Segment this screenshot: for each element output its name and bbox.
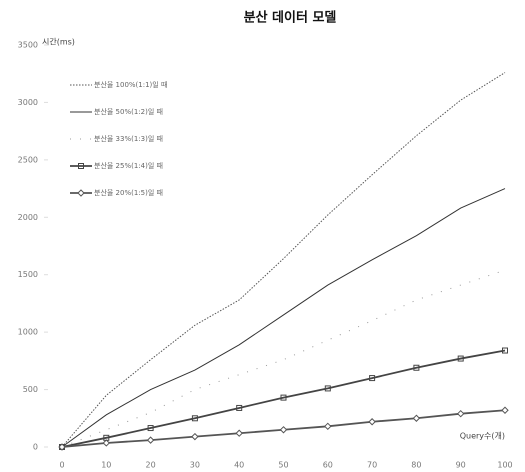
series-line xyxy=(61,269,506,448)
x-tick-label: 60 xyxy=(323,461,333,470)
x-tick-label: 50 xyxy=(278,461,288,470)
y-tick-label: 1500 xyxy=(18,270,38,279)
y-tick-label: 1000 xyxy=(18,328,38,337)
legend-label: 분산율 50%(1:2)일 때 xyxy=(94,107,163,116)
y-tick-label: 2500 xyxy=(18,155,38,164)
marker xyxy=(102,439,111,447)
marker xyxy=(324,385,331,392)
series-line xyxy=(61,72,506,448)
legend-label: 분산율 20%(1:5)일 때 xyxy=(94,188,163,197)
marker xyxy=(235,429,243,437)
legend-label: 분산율 25%(1:4)일 때 xyxy=(94,161,163,170)
x-tick-label: 10 xyxy=(101,461,111,470)
marker xyxy=(413,364,420,371)
marker xyxy=(368,418,376,426)
x-axis-label: Query수(개) xyxy=(460,431,505,441)
x-tick-label: 30 xyxy=(190,461,200,470)
legend-marker xyxy=(77,189,85,197)
marker xyxy=(324,422,332,431)
x-tick-label: 40 xyxy=(234,461,244,470)
x-tick-label: 100 xyxy=(497,461,512,470)
y-tick-label: 2000 xyxy=(18,213,38,222)
marker xyxy=(146,436,155,444)
chart-title: 분산 데이터 모델 xyxy=(244,10,337,26)
legend-label: 분산율 33%(1:3)일 때 xyxy=(94,134,163,143)
y-tick-label: 0 xyxy=(33,443,38,452)
y-axis-label: 시간(ms) xyxy=(42,37,75,47)
marker xyxy=(147,425,154,432)
x-tick-label: 20 xyxy=(146,461,156,470)
marker xyxy=(191,432,199,441)
legend-label: 분산율 100%(1:1)일 때 xyxy=(94,80,167,89)
legend-marker xyxy=(78,163,84,169)
x-tick-label: 70 xyxy=(367,461,377,470)
marker xyxy=(457,355,464,362)
x-tick-label: 80 xyxy=(411,461,421,470)
series-line xyxy=(61,188,506,448)
marker xyxy=(501,406,509,414)
marker xyxy=(502,347,508,354)
y-tick-label: 500 xyxy=(23,385,38,394)
series-line xyxy=(61,349,506,448)
marker xyxy=(412,414,421,422)
marker xyxy=(191,415,198,422)
marker xyxy=(369,375,376,382)
marker xyxy=(279,426,288,434)
marker xyxy=(236,404,243,411)
marker xyxy=(58,443,66,451)
x-tick-label: 0 xyxy=(59,461,64,470)
y-tick-label: 3500 xyxy=(18,41,38,50)
marker xyxy=(456,409,465,418)
marker xyxy=(280,394,287,401)
y-tick-label: 3000 xyxy=(18,98,38,107)
x-tick-label: 90 xyxy=(456,461,466,470)
